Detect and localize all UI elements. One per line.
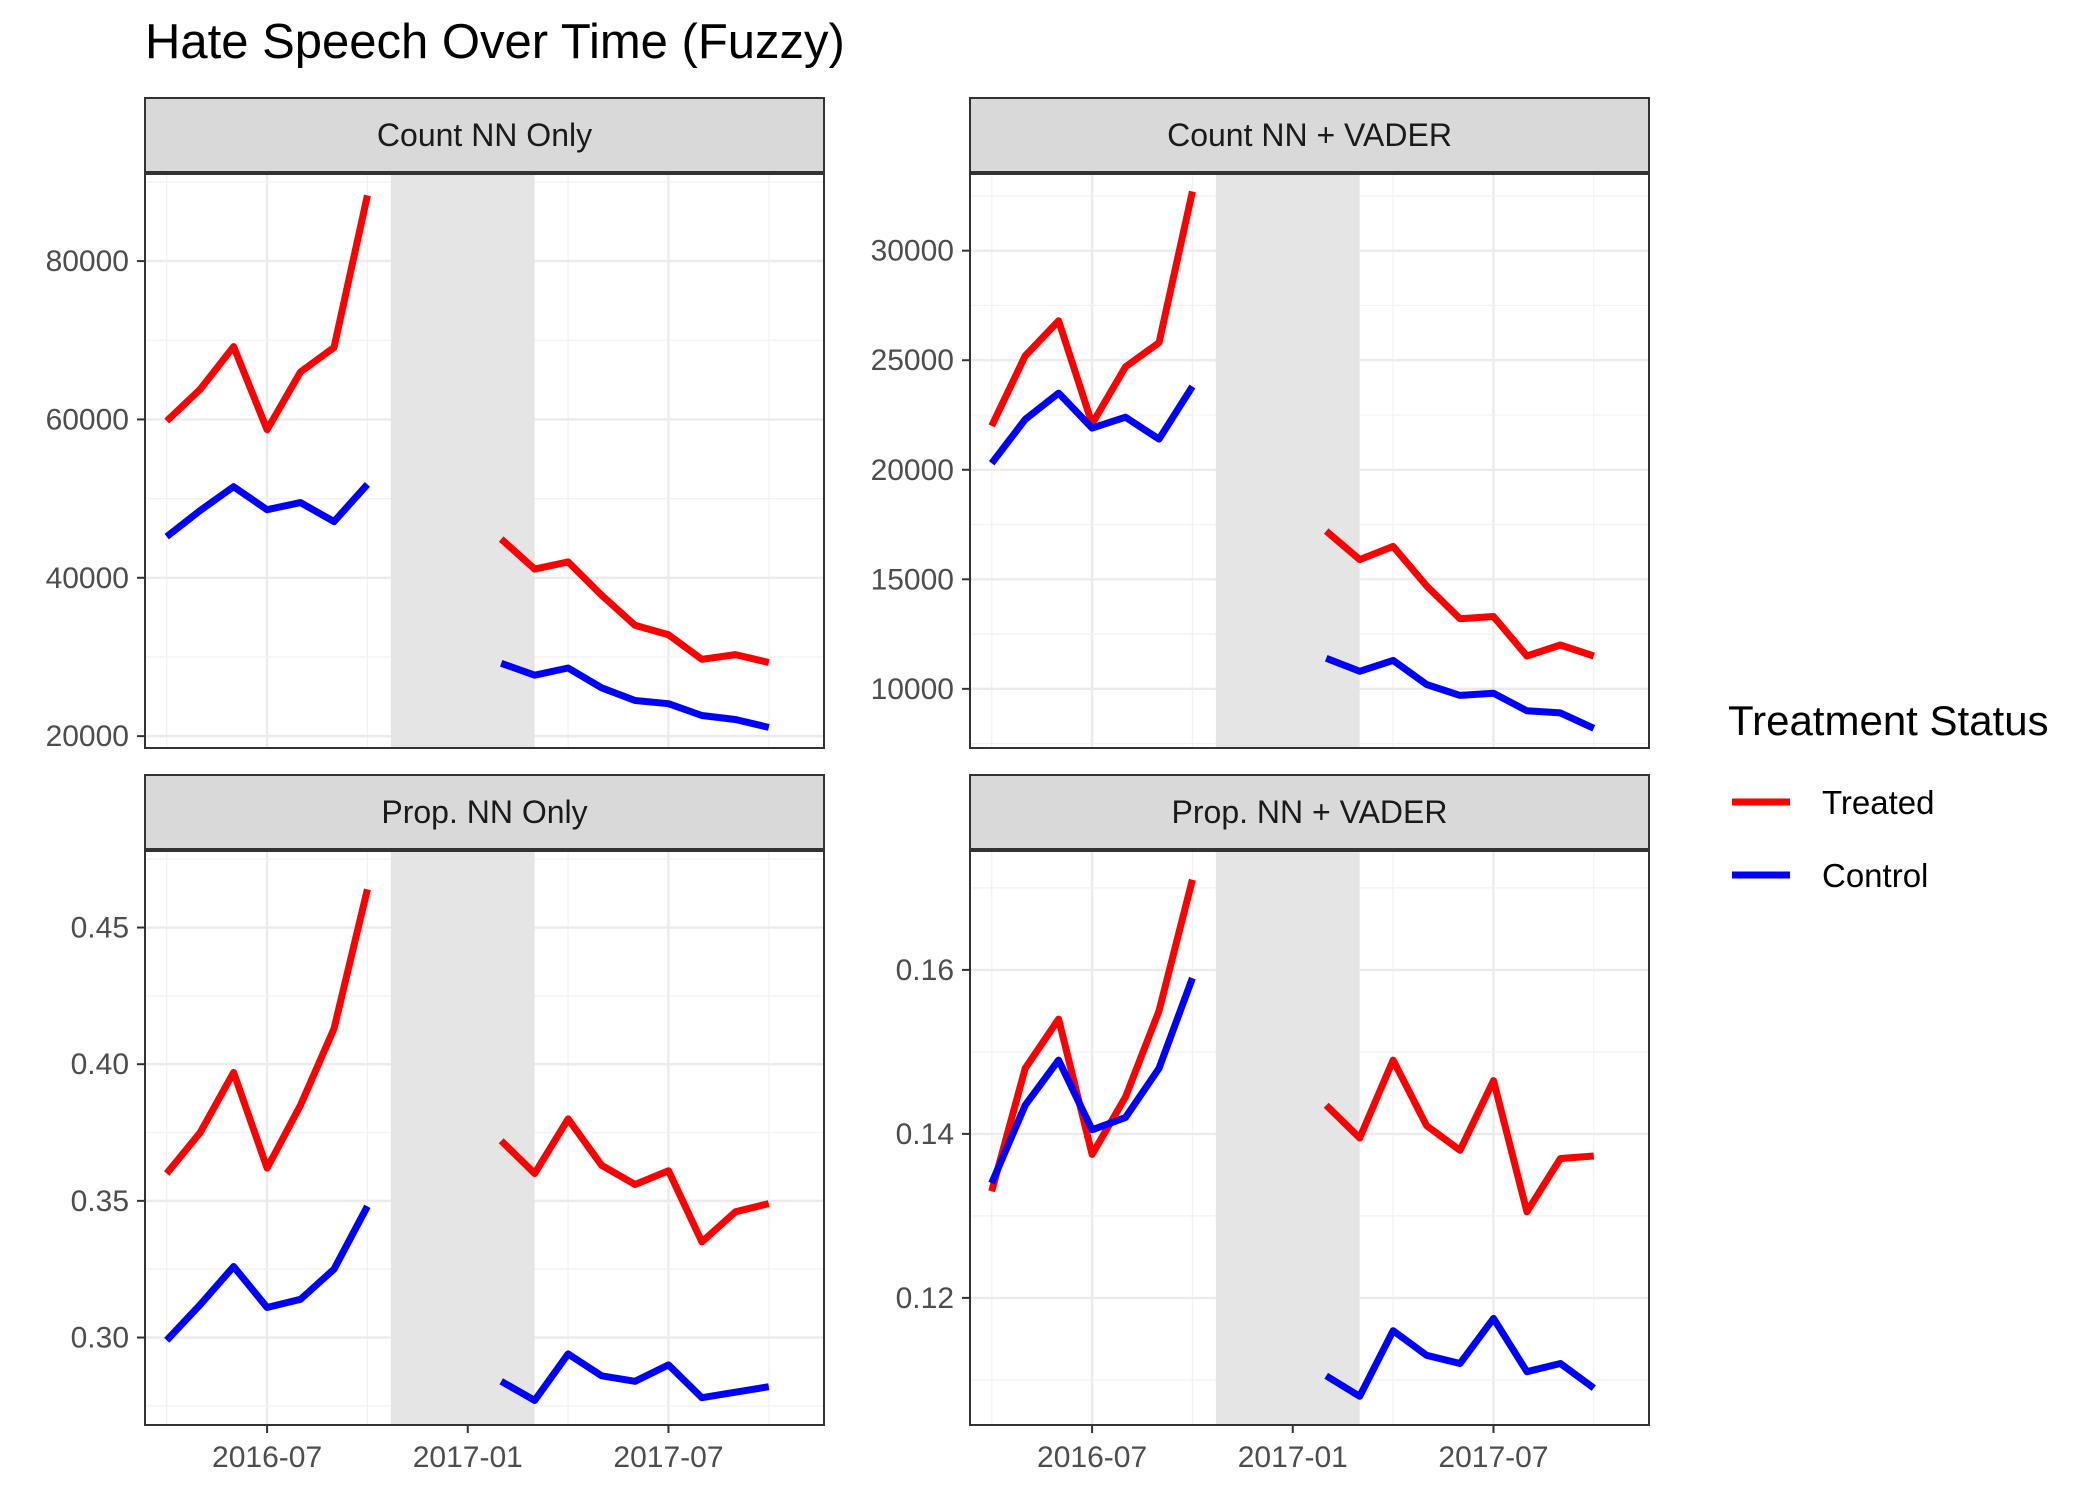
y-tick-label: 0.12	[896, 1282, 954, 1315]
y-tick-label: 25000	[871, 344, 954, 377]
x-tick-label: 2017-01	[1238, 1441, 1348, 1474]
shaded-period	[1215, 851, 1360, 1425]
facet-strip-label: Prop. NN + VADER	[1172, 794, 1448, 830]
series-line-treated	[1323, 1056, 1595, 1216]
y-tick-label: 20000	[871, 454, 954, 487]
y-tick-label: 20000	[46, 720, 129, 753]
y-tick-label: 0.35	[71, 1185, 129, 1218]
y-tick-label: 0.30	[71, 1322, 129, 1355]
facet-strip	[144, 97, 825, 173]
y-tick-label: 0.40	[71, 1048, 129, 1081]
facet-strip	[144, 774, 825, 850]
y-tick-label: 15000	[871, 563, 954, 596]
facet-strip	[969, 97, 1650, 173]
shaded-period	[390, 174, 535, 748]
legend-label-control: Control	[1822, 857, 1928, 894]
y-tick-label: 0.45	[71, 912, 129, 945]
x-tick-label: 2017-07	[1438, 1441, 1548, 1474]
series-line-control	[1324, 654, 1596, 732]
series-line-control	[1324, 1314, 1596, 1400]
series-line-treated	[163, 888, 371, 1176]
series-line-control	[988, 976, 1196, 1185]
y-tick-label: 40000	[46, 562, 129, 595]
panel-4: Prop. NN + VADER 0.12 0.14 0.16 2016-07 2017-…	[896, 774, 1650, 1474]
series-line-control	[988, 384, 1196, 466]
chart-title: Hate Speech Over Time (Fuzzy)	[145, 15, 845, 69]
series-line-control	[164, 1204, 371, 1343]
facet-strip-label: Count NN Only	[377, 117, 592, 153]
x-tick-label: 2016-07	[212, 1441, 322, 1474]
y-tick-label: 10000	[871, 673, 954, 706]
panel-border	[969, 173, 1650, 749]
series-line-treated	[988, 878, 1196, 1193]
legend-title: Treatment Status	[1728, 697, 2049, 744]
legend-label-treated: Treated	[1822, 784, 1935, 821]
x-tick-label: 2016-07	[1037, 1441, 1147, 1474]
facet-strip-label: Prop. NN Only	[381, 794, 587, 830]
panel-border	[969, 850, 1650, 1426]
series-line-control	[500, 660, 770, 731]
series-line-treated	[164, 194, 371, 434]
y-tick-label: 30000	[871, 235, 954, 268]
y-tick-label: 60000	[46, 403, 129, 436]
y-tick-label: 80000	[46, 245, 129, 278]
x-tick-label: 2017-01	[413, 1441, 523, 1474]
series-line-treated	[498, 1115, 770, 1246]
y-tick-label: 0.14	[896, 1118, 954, 1151]
series-line-control	[164, 482, 371, 540]
series-line-treated	[498, 536, 770, 666]
panel-1: Count NN Only 20000 40000 60000 80000	[46, 97, 825, 753]
panel-border	[144, 173, 825, 749]
shaded-period	[1215, 174, 1360, 748]
legend: Treatment Status Treated Control	[1728, 697, 2049, 894]
facet-strip-label: Count NN + VADER	[1167, 117, 1452, 153]
panel-3: Prop. NN Only 0.30 0.35 0.40 0.45 2016-07 2017…	[71, 774, 825, 1474]
panel-border	[144, 850, 825, 1426]
series-line-control	[499, 1350, 770, 1404]
facet-strip	[969, 774, 1650, 850]
shaded-period	[390, 851, 535, 1425]
panel-2: Count NN + VADER 10000 15000 20000 25000 3000…	[871, 97, 1650, 749]
x-tick-label: 2017-07	[613, 1441, 723, 1474]
y-tick-label: 0.16	[896, 954, 954, 987]
series-line-treated	[1323, 528, 1595, 660]
